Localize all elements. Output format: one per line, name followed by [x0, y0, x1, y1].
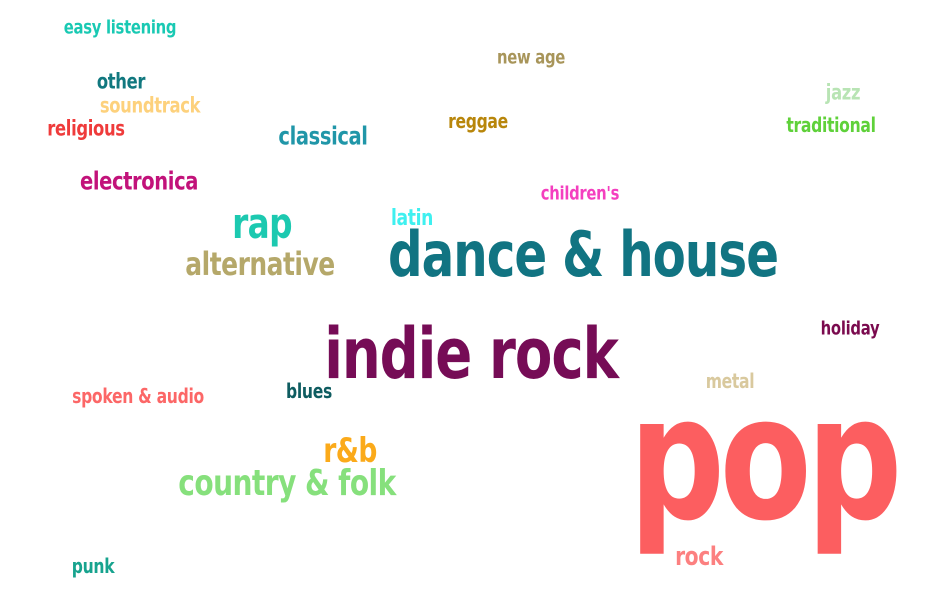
- word-soundtrack: soundtrack: [99, 93, 201, 118]
- word-jazz: jazz: [825, 80, 861, 105]
- word-traditional: traditional: [786, 113, 876, 137]
- word-indie-rock: indie rock: [324, 313, 619, 395]
- word-country-and-folk: country & folk: [178, 463, 396, 504]
- word-easy-listening: easy listening: [63, 16, 177, 39]
- word-latin: latin: [390, 206, 434, 231]
- word-blues: blues: [286, 379, 332, 403]
- word-rap: rap: [232, 199, 292, 248]
- word-randb: r&b: [323, 431, 377, 471]
- word-other: other: [96, 69, 146, 94]
- word-children-s: children's: [540, 182, 620, 205]
- word-reggae: reggae: [448, 109, 508, 133]
- word-dance-and-house: dance & house: [387, 218, 779, 291]
- word-holiday: holiday: [820, 317, 880, 340]
- word-new-age: new age: [496, 46, 566, 69]
- word-punk: punk: [71, 554, 115, 578]
- word-electronica: electronica: [79, 166, 199, 196]
- word-religious: religious: [47, 116, 125, 141]
- word-metal: metal: [705, 369, 755, 393]
- word-alternative: alternative: [185, 245, 335, 283]
- word-spoken-and-audio: spoken & audio: [72, 384, 204, 408]
- word-rock: rock: [675, 542, 723, 572]
- word-classical: classical: [278, 121, 368, 151]
- word-pop: pop: [628, 358, 903, 559]
